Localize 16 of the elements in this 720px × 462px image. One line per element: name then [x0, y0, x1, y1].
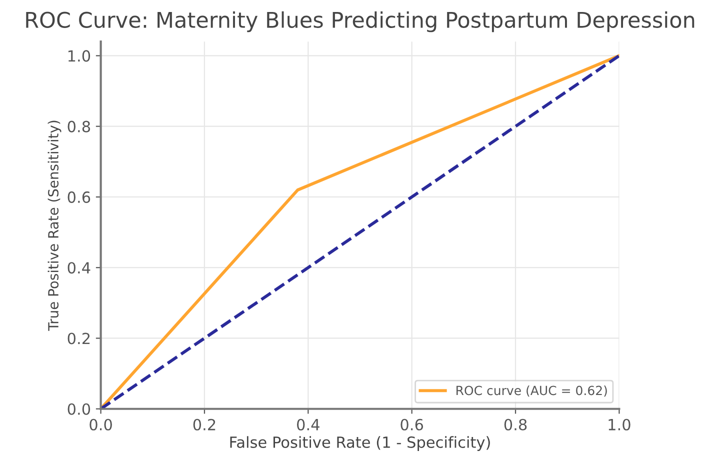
x-tick-label: 0.2 [193, 418, 216, 430]
x-axis-title: False Positive Rate (1 - Specificity) [230, 436, 490, 451]
chart-title: ROC Curve: Maternity Blues Predicting Postpartum Depression [26, 11, 694, 32]
x-tick-label: 0.4 [297, 418, 320, 430]
y-axis-title: True Positive Rate (Sensitivity) [48, 120, 62, 331]
y-tick-label: 0.6 [68, 191, 90, 203]
x-tick-label: 0.8 [504, 418, 527, 430]
y-tick-label: 0.2 [68, 332, 90, 344]
x-tick-label: 1.0 [608, 418, 630, 430]
y-tick-label: 0.8 [68, 120, 90, 132]
x-tick-label: 0.0 [90, 418, 112, 430]
legend-label: ROC curve (AUC = 0.62) [456, 386, 607, 397]
x-tick-label: 0.6 [400, 418, 424, 430]
y-tick-label: 0.4 [68, 262, 90, 274]
y-tick-label: 1.0 [68, 50, 90, 62]
y-tick-label: 0.0 [68, 403, 90, 415]
